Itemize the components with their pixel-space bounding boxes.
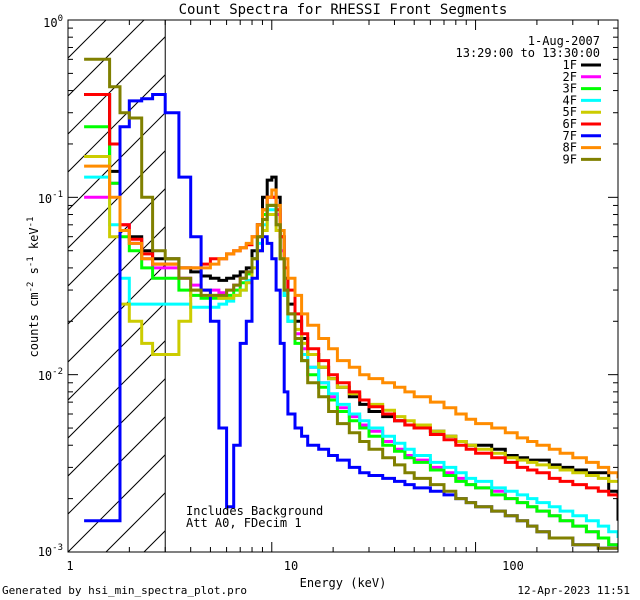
annotation-attenuator: Att A0, FDecim 1: [186, 516, 302, 530]
y-axis-label: counts cm-2 s-1 keV-1: [26, 217, 41, 358]
legend-label-9F: 9F: [563, 152, 577, 166]
time-range-label: 13:29:00 to 13:30:00: [456, 46, 601, 60]
hatch-line: [68, 74, 166, 173]
x-tick-label-100: 100: [502, 559, 524, 573]
legend-label-4F: 4F: [563, 93, 577, 107]
annotation-background: Includes Background: [186, 504, 323, 518]
x-tick-label-10: 10: [284, 559, 298, 573]
series-line-8F: [84, 164, 618, 479]
axis-ticks: [67, 20, 619, 553]
legend-label-3F: 3F: [563, 82, 577, 96]
hatch-line: [68, 454, 166, 552]
series-line-9F: [84, 57, 618, 550]
x-tick-label-1: 1: [66, 559, 73, 573]
x-tick-labels: 1 10 100: [66, 559, 523, 573]
legend-label-7F: 7F: [563, 129, 577, 143]
hatch-line: [68, 188, 166, 287]
chart-title: Count Spectra for RHESSI Front Segments: [179, 2, 508, 18]
series-line-6F: [84, 93, 618, 499]
generated-by-text: Generated by hsi_min_spectra_plot.pro: [2, 584, 248, 597]
legend-label-6F: 6F: [563, 117, 577, 131]
plot-frame: [67, 19, 619, 553]
hatch-line: [68, 20, 145, 97]
hatch-line: [68, 378, 166, 477]
series-line-4F: [84, 175, 618, 538]
hatch-line: [68, 416, 166, 515]
legend-label-5F: 5F: [563, 105, 577, 119]
x-axis-label: Energy (keV): [300, 576, 387, 590]
legend-label-2F: 2F: [563, 70, 577, 84]
date-label: 1-Aug-2007: [528, 34, 600, 48]
legend-label-1F: 1F: [563, 58, 577, 72]
legend-label-8F: 8F: [563, 141, 577, 155]
timestamp-text: 12-Apr-2023 11:51: [517, 584, 630, 597]
series-layer: [84, 57, 618, 550]
hatch-line: [68, 264, 166, 363]
